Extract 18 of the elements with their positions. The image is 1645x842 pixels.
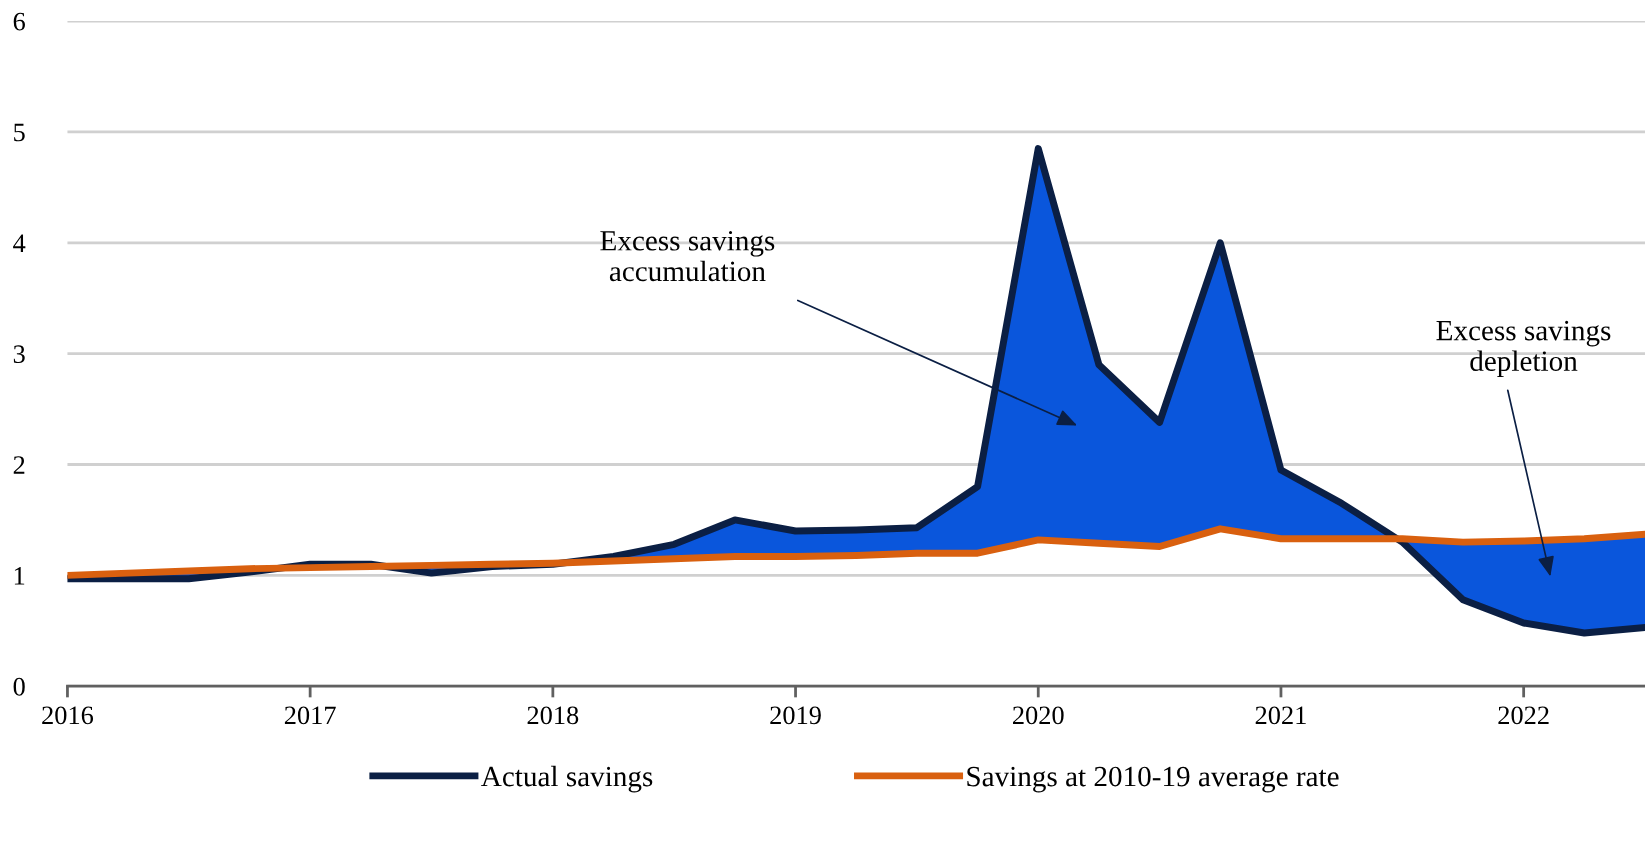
x-tick-label: 2019	[770, 706, 821, 725]
x-tick-label: 2016	[42, 706, 94, 725]
y-tick-label: 6	[13, 12, 25, 31]
y-tick-label: 2	[13, 456, 25, 474]
y-tick-label: 4	[13, 234, 26, 252]
annotation: Excess savings accumulation	[600, 231, 775, 282]
y-tick-label: 1	[14, 567, 25, 585]
y-tick-label: 5	[14, 123, 25, 142]
annotation: Excess savings depletion	[1436, 320, 1611, 377]
y-tick-label: 3	[13, 345, 25, 364]
y-tick-label: 0	[13, 677, 25, 696]
x-tick-label: 2018	[527, 706, 579, 725]
x-tick-label: 2017	[284, 706, 336, 725]
x-tick-label: 2021	[1255, 706, 1306, 725]
legend-label: Savings at 2010-19 average rate	[967, 766, 1339, 793]
x-tick-label: 2022	[1498, 706, 1549, 725]
x-tick-label: 2020	[1013, 706, 1064, 725]
legend-label: Actual savings	[481, 765, 653, 793]
